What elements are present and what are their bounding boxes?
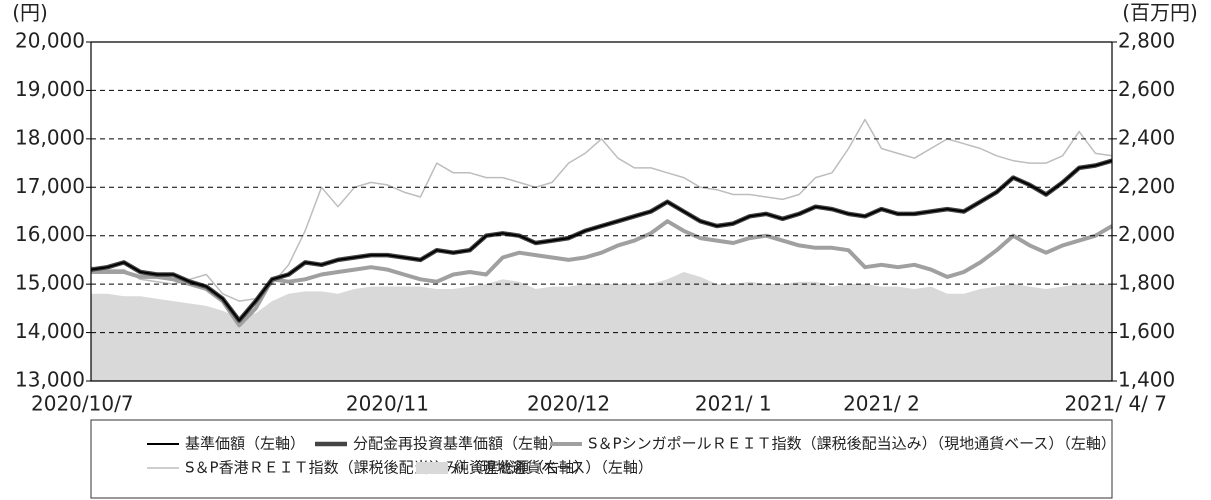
x-tick-label: 2021/ 1 <box>695 392 772 416</box>
legend-label: 基準価額（左軸） <box>185 435 305 453</box>
y-unit-label: (円) <box>12 1 48 25</box>
x-tick-label: 2020/12 <box>527 392 610 416</box>
legend-label: 分配金再投資基準価額（左軸） <box>353 435 563 453</box>
x-tick-label: 2020/11 <box>346 392 429 416</box>
y-tick-label: 15,000 <box>15 271 85 295</box>
area <box>91 272 1112 381</box>
y-tick-label: 20,000 <box>15 29 85 53</box>
x-tick-label: 2020/10/7 <box>31 392 134 416</box>
legend-label: 純資産総額（右軸） <box>454 459 589 477</box>
y2-tick-label: 1,400 <box>1118 368 1175 392</box>
y-tick-label: 17,000 <box>15 174 85 198</box>
y2-unit-label: (百万円) <box>1122 1 1198 25</box>
y2-tick-label: 2,600 <box>1118 77 1175 101</box>
legend-swatch <box>416 462 448 474</box>
y2-tick-label: 2,400 <box>1118 125 1175 149</box>
y2-tick-label: 2,000 <box>1118 222 1175 246</box>
x-tick-label: 2021/ 4/ 7 <box>1064 392 1167 416</box>
y-tick-label: 19,000 <box>15 77 85 101</box>
legend-label: S＆PシンガポールＲＥＩＴ指数（課税後配当込み）（現地通貨ベース）（左軸） <box>588 435 1116 453</box>
plot-frame <box>90 41 1113 382</box>
line <box>90 159 1113 322</box>
y2-tick-label: 1,800 <box>1118 271 1175 295</box>
line <box>91 219 1114 328</box>
legend-box <box>90 419 1113 499</box>
y-tick-label: 16,000 <box>15 222 85 246</box>
y2-tick-label: 1,600 <box>1118 319 1175 343</box>
y-tick-label: 14,000 <box>15 319 85 343</box>
y-tick-label: 13,000 <box>15 368 85 392</box>
x-tick-label: 2021/ 2 <box>843 392 920 416</box>
y2-tick-label: 2,200 <box>1118 174 1175 198</box>
y2-tick-label: 2,800 <box>1118 29 1175 53</box>
y-tick-label: 18,000 <box>15 125 85 149</box>
